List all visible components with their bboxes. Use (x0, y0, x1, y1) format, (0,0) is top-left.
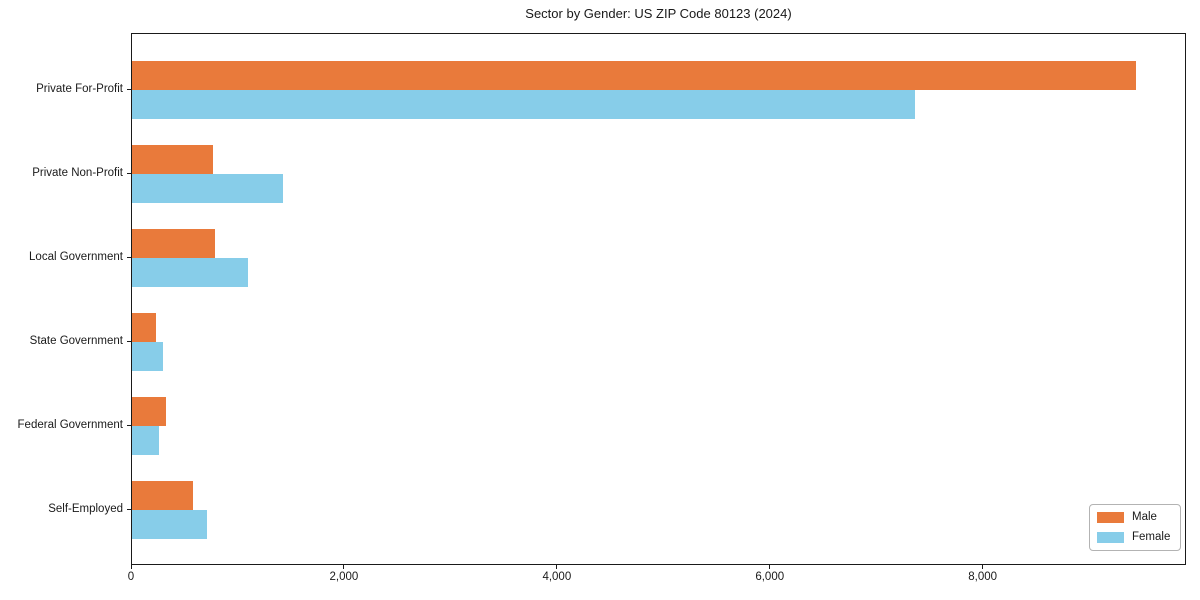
x-axis-tick-label: 2,000 (329, 571, 359, 583)
legend-label: Male (1132, 511, 1157, 523)
bar-female (132, 90, 915, 119)
y-axis-category-label: Local Government (29, 251, 123, 263)
x-axis-tick-label: 0 (127, 571, 135, 583)
y-axis-tick (127, 341, 131, 342)
legend-swatch-male (1097, 512, 1124, 523)
x-axis-tick (343, 565, 345, 569)
y-axis-category-label: Self-Employed (48, 503, 123, 515)
x-axis-tick (982, 565, 984, 569)
x-axis-tick (130, 565, 132, 569)
bar-male (132, 145, 214, 174)
bar-female (132, 342, 163, 371)
x-axis-tick (769, 565, 771, 569)
bar-male (132, 481, 193, 510)
x-axis-tick-label: 6,000 (755, 571, 785, 583)
plot-area (131, 33, 1186, 565)
y-axis-category-label: State Government (29, 335, 123, 347)
legend-label: Female (1132, 531, 1171, 543)
x-axis-tick-label: 4,000 (542, 571, 572, 583)
bar-male (132, 397, 167, 426)
bar-female (132, 258, 248, 287)
x-axis-tick (556, 565, 558, 569)
y-axis-category-label: Private Non-Profit (32, 167, 123, 179)
y-axis-tick (127, 257, 131, 258)
y-axis-tick (127, 509, 131, 510)
bar-male (132, 61, 1136, 90)
bar-female (132, 510, 207, 539)
bar-male (132, 229, 215, 258)
chart-title: Sector by Gender: US ZIP Code 80123 (202… (525, 6, 792, 21)
y-axis-category-label: Private For-Profit (36, 83, 123, 95)
y-axis-tick (127, 173, 131, 174)
y-axis-tick (127, 89, 131, 90)
bar-female (132, 426, 159, 455)
x-axis-tick-label: 8,000 (968, 571, 998, 583)
legend-swatch-female (1097, 532, 1124, 543)
legend-entry: Male (1097, 511, 1170, 524)
bar-male (132, 313, 156, 342)
bar-female (132, 174, 283, 203)
y-axis-tick (127, 425, 131, 426)
y-axis-category-label: Federal Government (17, 419, 123, 431)
legend: Male Female (1089, 504, 1182, 551)
legend-entry: Female (1097, 531, 1170, 544)
